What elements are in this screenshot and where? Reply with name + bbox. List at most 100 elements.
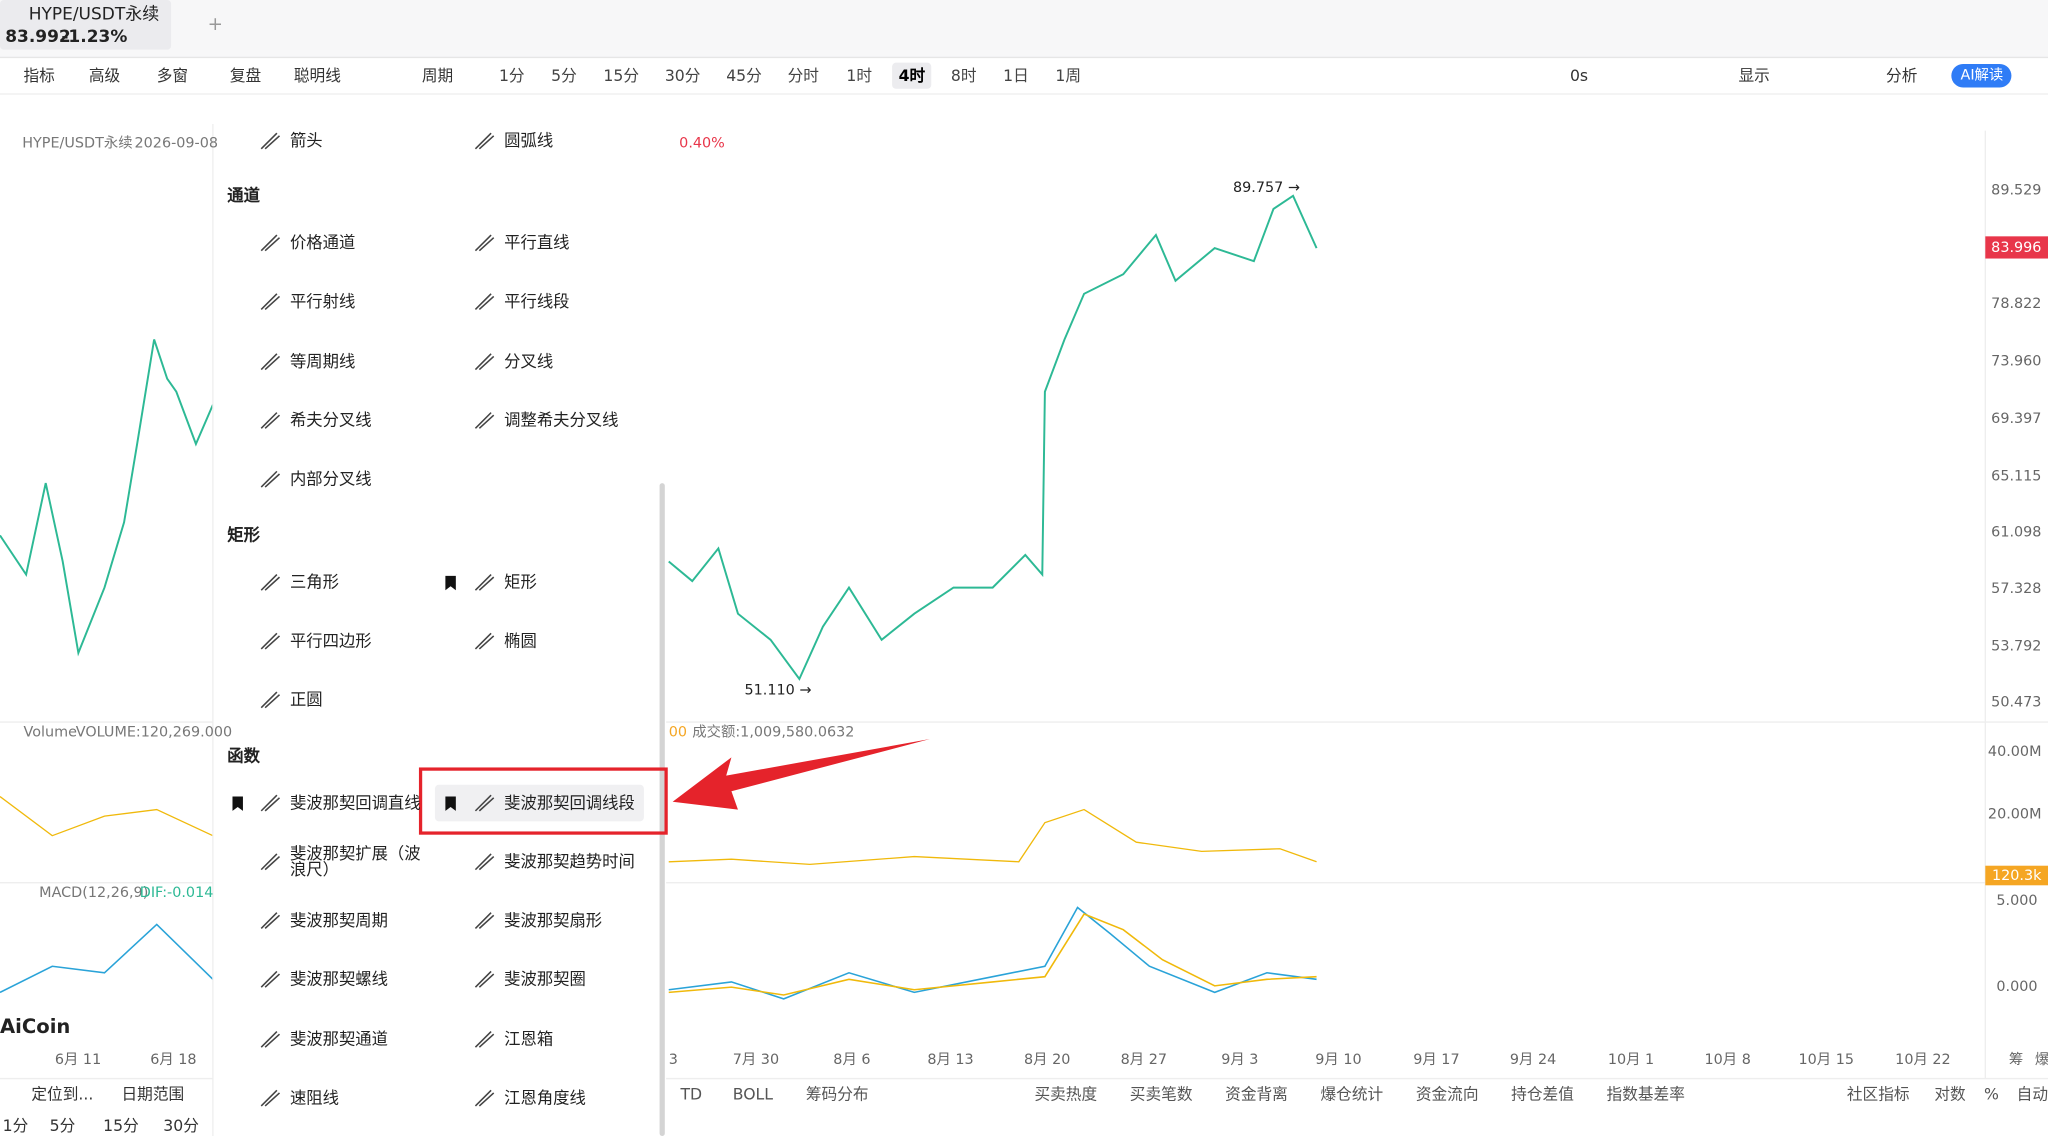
tool-icon [260,970,281,988]
menu-item[interactable]: 矩形 [504,571,537,592]
bottom-period[interactable]: 5分 [49,1116,76,1135]
interval[interactable]: 4时 [898,66,926,85]
indicator-tab[interactable]: 买卖笔数 [1129,1085,1193,1104]
tool-icon [260,573,281,591]
menu-item[interactable]: 箭头 [289,130,323,151]
interval[interactable]: 1分 [498,66,525,85]
menu-item[interactable]: 椭圆 [504,630,537,651]
indicator-tab[interactable]: TD [680,1085,703,1104]
interval[interactable]: 1周 [1055,66,1081,85]
menu-section-title: 矩形 [227,524,260,545]
x-axis-label: 8月 20 [1023,1051,1071,1069]
menu-item[interactable]: 江恩角度线 [504,1087,586,1108]
toolbar-item[interactable]: 分析 [1886,66,1918,85]
toolbar-item[interactable]: 高级 [88,66,121,85]
menu-item[interactable]: 斐波那契趋势时间 [504,851,635,871]
menu-item[interactable]: 斐波那契圈 [504,968,586,989]
toolbar-item[interactable]: 显示 [1738,66,1770,85]
volume-axis-label: 40.00M [1987,742,2042,760]
indicator-tab[interactable]: 资金背离 [1225,1085,1288,1104]
toolbar-item[interactable]: 聪明线 [293,66,341,85]
x-axis-label: 9月 3 [1221,1051,1259,1069]
toolbar-item[interactable]: 复盘 [229,66,262,85]
bottom-period[interactable]: 15分 [103,1116,139,1135]
menu-item[interactable]: 江恩箱 [504,1028,554,1049]
tab-symbol[interactable]: HYPE/USDT永续 [28,5,160,25]
indicator-tab[interactable]: 指数基差率 [1606,1085,1685,1104]
indicator-tab[interactable]: BOLL [732,1085,774,1104]
tool-icon [260,293,281,311]
toolbar-item[interactable]: 周期 [421,66,454,85]
menu-item[interactable]: 三角形 [289,571,339,592]
tool-icon [474,573,495,591]
indicator-tab[interactable]: 资金流向 [1415,1085,1479,1104]
tab-bar [0,0,2048,58]
indicator-tab[interactable]: 对数 [1934,1085,1966,1104]
toolbar-item[interactable]: 多窗 [156,66,189,85]
bottom-tool[interactable]: 日期范围 [121,1085,185,1104]
menu-item[interactable]: 平行四边形 [289,630,372,651]
tool-icon [474,353,495,371]
active-tab[interactable] [0,0,172,50]
menu-item[interactable]: 调整希夫分叉线 [504,410,619,430]
bottom-tool[interactable]: 定位到... [31,1085,94,1104]
chart-change: 0.40% [679,134,725,152]
interval[interactable]: 8时 [950,66,977,85]
menu-item[interactable]: 斐波那契扇形 [504,910,603,930]
tool-icon [260,412,281,429]
tool-icon [260,912,281,929]
menu-item[interactable]: 速阻线 [289,1087,339,1108]
menu-item[interactable]: 平行直线 [504,232,570,253]
toolbar-item[interactable]: 0s [1569,66,1589,85]
menu-item[interactable]: 斐波那契周期 [289,910,388,930]
toolbar-item[interactable]: 指标 [23,66,55,85]
menu-item[interactable]: 等周期线 [289,351,356,371]
interval[interactable]: 1日 [1003,66,1029,85]
menu-item[interactable]: 平行线段 [504,291,570,311]
x-axis-label: 10月 8 [1704,1051,1751,1069]
indicator-tab[interactable]: 筹码分布 [805,1085,869,1104]
price-label: 69.397 [1991,410,2042,427]
interval[interactable]: 15分 [603,66,640,85]
chart-date: 2026-09-08 [134,134,219,152]
ai-button[interactable]: AI解读 [1960,66,2004,84]
indicator-tab[interactable]: 社区指标 [1846,1085,1910,1104]
x-axis-label: 3 [668,1051,678,1069]
tool-icon [260,470,281,488]
interval[interactable]: 5分 [551,66,577,85]
price-trace [0,339,214,657]
new-tab[interactable]: + [208,14,223,35]
menu-item[interactable]: 内部分叉线 [289,468,372,489]
interval[interactable]: 45分 [726,66,762,85]
ai-button-bg[interactable] [1951,63,2012,88]
bottom-period[interactable]: 30分 [163,1116,199,1135]
x-axis-label: 10月 22 [1895,1051,1951,1069]
indicator-tab[interactable]: 买卖热度 [1034,1085,1098,1104]
menu-item[interactable]: 价格通道 [289,232,356,253]
menu-item[interactable]: 平行射线 [289,291,356,311]
indicator-tab[interactable]: 持仓差值 [1511,1085,1574,1104]
menu-item[interactable]: 正圆 [289,689,323,710]
interval[interactable]: 30分 [664,66,701,85]
x-axis-label: 8月 13 [927,1051,974,1069]
x-axis-label: 7月 30 [732,1051,780,1069]
tool-icon [260,132,281,150]
menu-item[interactable]: 斐波那契回调直线 [289,792,421,813]
x-axis-label: 8月 6 [833,1051,871,1069]
menu-item[interactable]: 分叉线 [504,351,554,371]
interval[interactable]: 1时 [846,66,873,85]
indicator-tab[interactable]: 自动 [2016,1085,2048,1104]
scrollbar[interactable] [659,483,665,1136]
menu-item[interactable]: 圆弧线 [504,130,554,151]
bottom-period[interactable]: 1分 [2,1116,29,1135]
menu-item[interactable]: 斐波那契通道 [289,1028,388,1049]
highlight-arrow [672,739,930,810]
interval[interactable]: 分时 [787,66,819,85]
menu-item[interactable]: 希夫分叉线 [289,410,372,430]
menu-item[interactable]: 斐波那契扩展（波浪尺） [289,843,421,879]
menu-item[interactable]: 斐波那契回调线段 [504,792,635,813]
indicator-tab[interactable]: 爆仓统计 [1320,1085,1384,1104]
menu-item[interactable]: 斐波那契螺线 [289,968,388,989]
x-axis-label: 筹 [2008,1051,2024,1069]
indicator-tab[interactable]: % [1983,1085,1999,1104]
